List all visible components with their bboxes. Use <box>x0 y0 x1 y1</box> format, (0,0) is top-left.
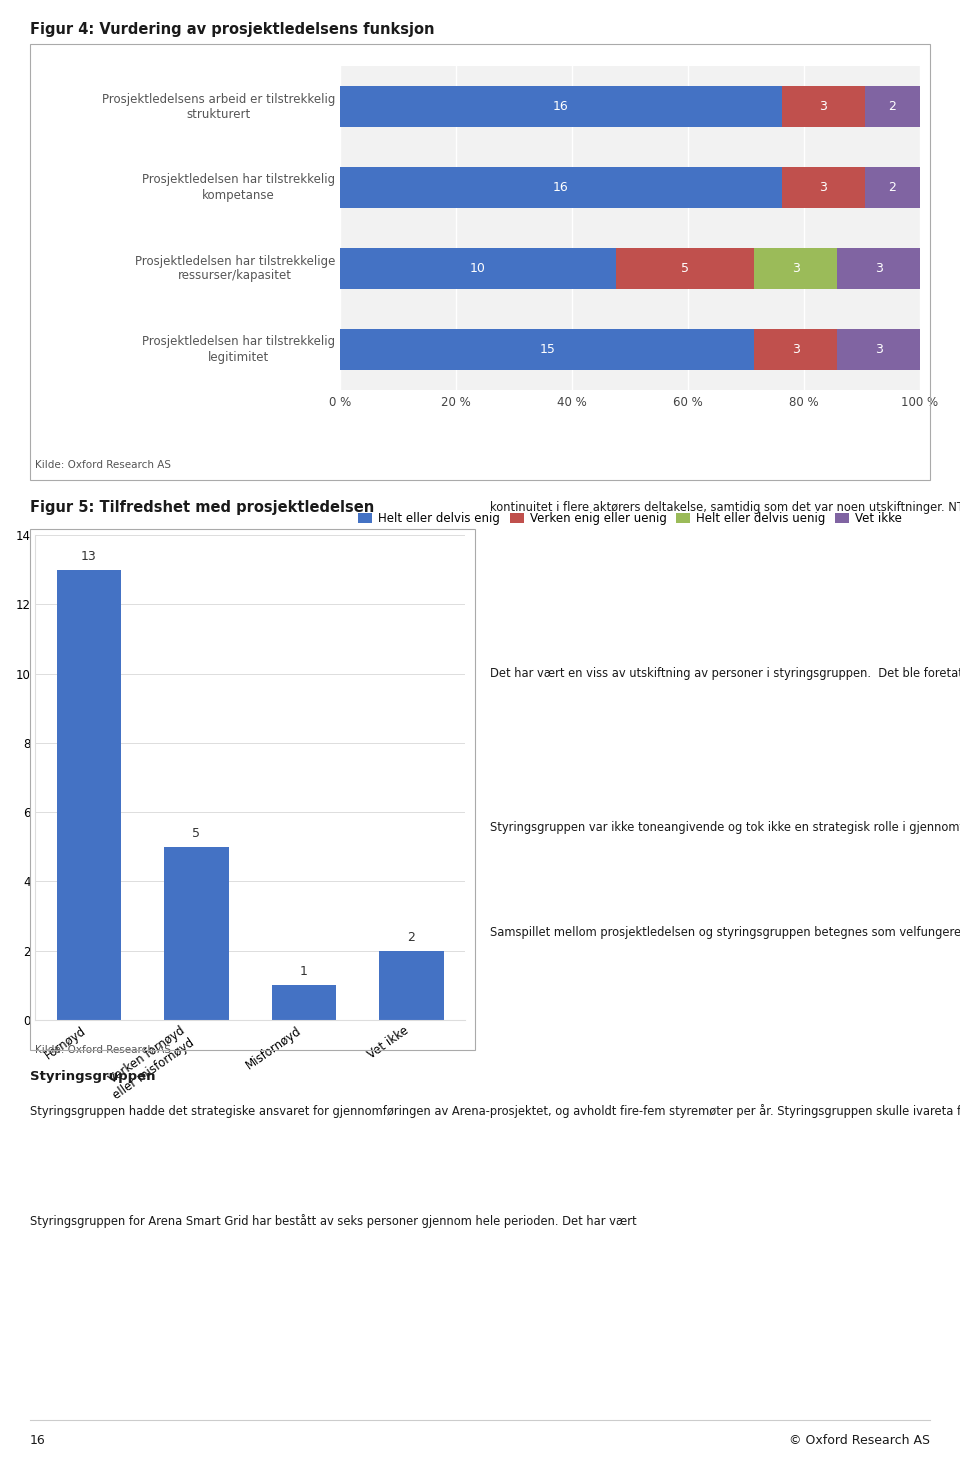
Text: 10: 10 <box>470 262 486 276</box>
Bar <box>865 86 920 126</box>
Bar <box>379 951 444 1020</box>
Bar <box>755 330 837 369</box>
Text: Prosjektledelsen har tilstrekkelig
kompetanse: Prosjektledelsen har tilstrekkelig kompe… <box>142 173 335 201</box>
Text: Samspillet mellom prosjektledelsen og styringsgruppen betegnes som velfungerende: Samspillet mellom prosjektledelsen og st… <box>490 927 960 940</box>
Text: Kilde: Oxford Research AS: Kilde: Oxford Research AS <box>35 1045 171 1056</box>
Text: 3: 3 <box>820 180 828 194</box>
Text: 2: 2 <box>888 180 897 194</box>
Bar <box>57 570 121 1020</box>
Bar <box>340 167 781 208</box>
Text: Prosjektledelsens arbeid er tilstrekkelig
strukturert: Prosjektledelsens arbeid er tilstrekkeli… <box>102 92 335 120</box>
Text: 5: 5 <box>192 827 201 840</box>
Text: 3: 3 <box>792 343 800 356</box>
Text: Styringsgruppen: Styringsgruppen <box>30 1070 156 1083</box>
Bar <box>164 847 228 1020</box>
Bar <box>837 330 920 369</box>
Bar <box>272 985 336 1020</box>
Text: 16: 16 <box>30 1434 46 1447</box>
Text: Styringsgruppen hadde det strategiske ansvaret for gjennomføringen av Arena-pros: Styringsgruppen hadde det strategiske an… <box>30 1104 960 1117</box>
Text: 2: 2 <box>407 931 415 944</box>
Bar <box>781 167 865 208</box>
Bar <box>616 248 755 289</box>
Text: Styringsgruppen var ikke toneangivende og tok ikke en strategisk rolle i gjennom: Styringsgruppen var ikke toneangivende o… <box>490 821 960 834</box>
Text: 13: 13 <box>81 550 97 563</box>
Text: 2: 2 <box>888 100 897 113</box>
Bar <box>781 86 865 126</box>
Text: Figur 4: Vurdering av prosjektledelsens funksjon: Figur 4: Vurdering av prosjektledelsens … <box>30 22 435 37</box>
Text: 16: 16 <box>553 100 569 113</box>
Bar <box>837 248 920 289</box>
Bar <box>340 86 781 126</box>
Bar <box>340 330 755 369</box>
Text: 16: 16 <box>553 180 569 194</box>
Text: 3: 3 <box>875 343 882 356</box>
Text: kontinuitet i flere aktørers deltakelse, samtidig som det var noen utskiftninger: kontinuitet i flere aktørers deltakelse,… <box>490 500 960 515</box>
Text: 5: 5 <box>682 262 689 276</box>
Bar <box>340 248 616 289</box>
Text: Figur 5: Tilfredshet med prosjektledelsen: Figur 5: Tilfredshet med prosjektledelse… <box>30 500 374 515</box>
Text: Prosjektledelsen har tilstrekkelige
ressurser/kapasitet: Prosjektledelsen har tilstrekkelige ress… <box>134 255 335 283</box>
Text: 3: 3 <box>820 100 828 113</box>
Bar <box>865 167 920 208</box>
Text: Det har vært en viss av utskiftning av personer i styringsgruppen.  Det ble fore: Det har vært en viss av utskiftning av p… <box>490 666 960 680</box>
Text: 15: 15 <box>540 343 555 356</box>
Bar <box>755 248 837 289</box>
Text: Kilde: Oxford Research AS: Kilde: Oxford Research AS <box>35 460 171 471</box>
Legend: Helt eller delvis enig, Verken enig eller uenig, Helt eller delvis uenig, Vet ik: Helt eller delvis enig, Verken enig elle… <box>353 507 906 529</box>
Text: 1: 1 <box>300 966 308 978</box>
Text: Prosjektledelsen har tilstrekkelig
legitimitet: Prosjektledelsen har tilstrekkelig legit… <box>142 336 335 364</box>
Text: 3: 3 <box>792 262 800 276</box>
Text: © Oxford Research AS: © Oxford Research AS <box>789 1434 930 1447</box>
Text: 3: 3 <box>875 262 882 276</box>
Text: Styringsgruppen for Arena Smart Grid har bestått av seks personer gjennom hele p: Styringsgruppen for Arena Smart Grid har… <box>30 1214 636 1227</box>
